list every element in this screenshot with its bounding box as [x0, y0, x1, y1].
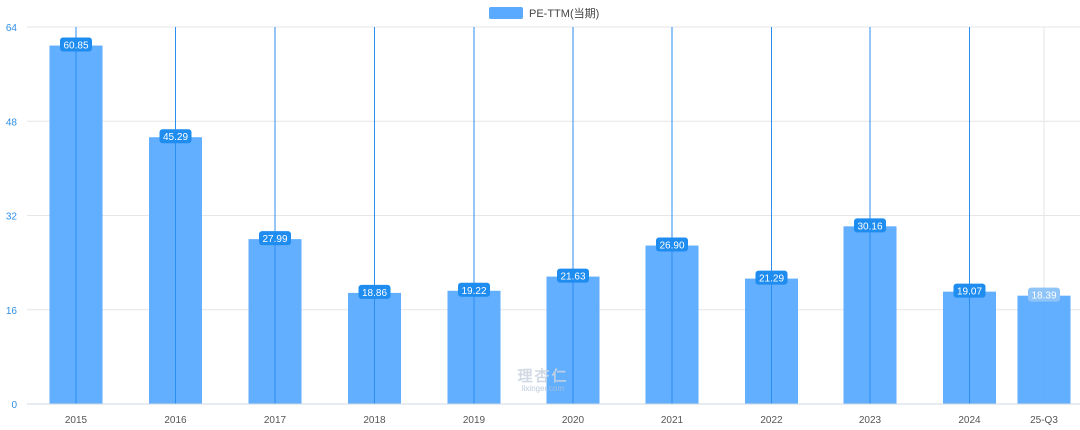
y-tick-label: 48 — [6, 117, 18, 128]
value-label: 18.39 — [1031, 291, 1056, 302]
value-label-badge — [259, 231, 291, 246]
y-tick-label: 0 — [11, 400, 17, 411]
value-label-badge — [755, 270, 788, 285]
value-label-badge — [656, 237, 688, 252]
value-label-badge — [1028, 287, 1060, 302]
value-label: 21.63 — [560, 272, 585, 283]
y-tick-label: 32 — [6, 212, 18, 223]
x-tick-label: 2022 — [760, 415, 783, 426]
value-label: 60.85 — [63, 41, 88, 52]
value-label: 21.29 — [759, 274, 784, 285]
x-tick-label: 2018 — [363, 415, 386, 426]
value-label: 19.22 — [461, 286, 486, 297]
value-label: 19.07 — [957, 287, 982, 298]
x-tick-label: 2017 — [264, 415, 287, 426]
value-label-badge — [854, 218, 886, 233]
x-tick-label: 25-Q3 — [1030, 415, 1058, 426]
x-tick-label: 2015 — [65, 415, 88, 426]
y-tick-label: 64 — [6, 23, 18, 34]
value-label-badge — [60, 37, 92, 52]
value-label-badge — [953, 283, 986, 298]
value-label: 26.90 — [659, 241, 684, 252]
value-label-badge — [458, 282, 490, 297]
watermark-title: 理杏仁 — [517, 367, 569, 385]
value-label: 45.29 — [163, 132, 188, 143]
value-label: 30.16 — [857, 221, 882, 232]
x-tick-label: 2019 — [463, 415, 486, 426]
watermark: 理杏仁 lixinger.com — [513, 368, 573, 393]
x-tick-label: 2016 — [164, 415, 187, 426]
x-tick-label: 2020 — [562, 415, 585, 426]
bar — [1017, 295, 1071, 404]
value-label: 18.86 — [362, 288, 387, 299]
x-tick-label: 2024 — [958, 415, 981, 426]
value-label-badge — [358, 284, 391, 299]
watermark-subtitle: lixinger.com — [521, 384, 565, 393]
legend[interactable]: PE-TTM(当期) — [489, 5, 599, 21]
legend-label: PE-TTM(当期) — [529, 8, 600, 20]
value-label-badge — [159, 129, 192, 144]
x-tick-label: 2021 — [661, 415, 684, 426]
legend-swatch — [489, 7, 523, 19]
x-tick-label: 2023 — [859, 415, 882, 426]
value-label: 27.99 — [262, 234, 287, 245]
value-label-badge — [557, 268, 589, 283]
y-tick-label: 16 — [6, 306, 18, 317]
